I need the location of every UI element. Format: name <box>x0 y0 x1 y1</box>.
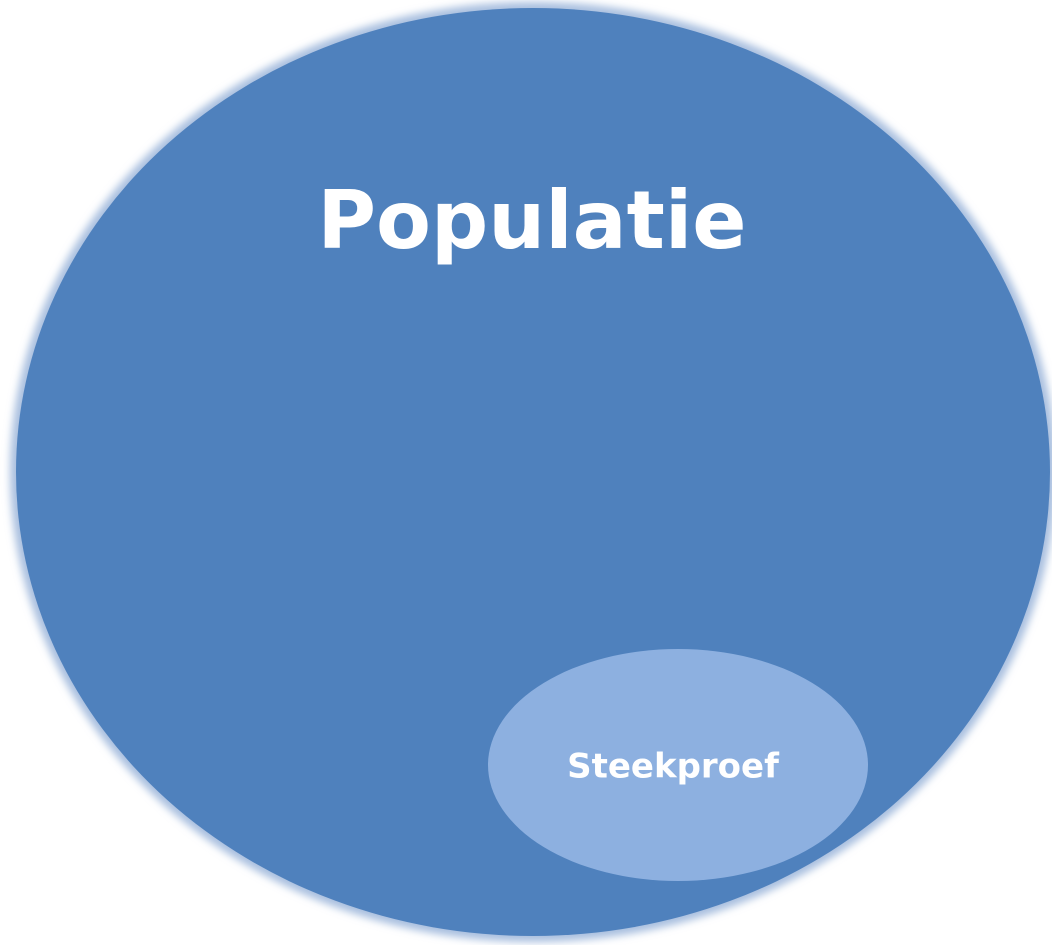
sample-label: Steekproef <box>567 747 780 787</box>
sample-ellipse <box>488 649 868 881</box>
population-label: Populatie <box>317 174 746 267</box>
